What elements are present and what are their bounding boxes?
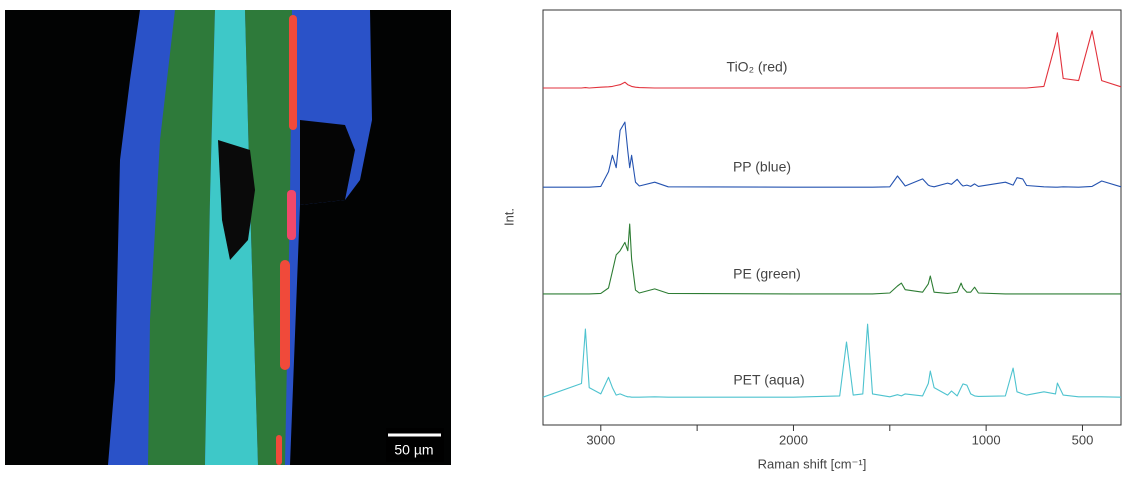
x-tick-label: 2000 (779, 432, 808, 447)
spectrum-line (543, 30, 1122, 89)
series-label: PET (aqua) (733, 372, 804, 388)
series-label: PE (green) (733, 266, 801, 282)
red-streak (276, 435, 282, 465)
plot-frame (542, 9, 1122, 426)
red-streak (289, 15, 297, 130)
series-label: TiO₂ (red) (727, 59, 788, 75)
spectrum-line (543, 121, 1122, 188)
dark-spot (218, 140, 255, 260)
series-label: PP (blue) (733, 159, 791, 175)
red-streak (287, 190, 296, 240)
x-tick-label: 3000 (586, 432, 615, 447)
dark-void (300, 120, 355, 205)
x-tick-label: 1000 (972, 432, 1001, 447)
red-streak (280, 260, 290, 370)
x-axis-label: Raman shift [cm⁻¹] (758, 456, 867, 471)
scale-bar-label: 50 µm (394, 442, 433, 458)
green-band (148, 10, 215, 465)
x-tick-label: 500 (1072, 432, 1094, 447)
spectrum-line (543, 223, 1121, 295)
spectrum-line (542, 323, 1122, 398)
y-axis-label: Int. (501, 208, 516, 226)
raman-image: 50 µm (5, 10, 451, 465)
